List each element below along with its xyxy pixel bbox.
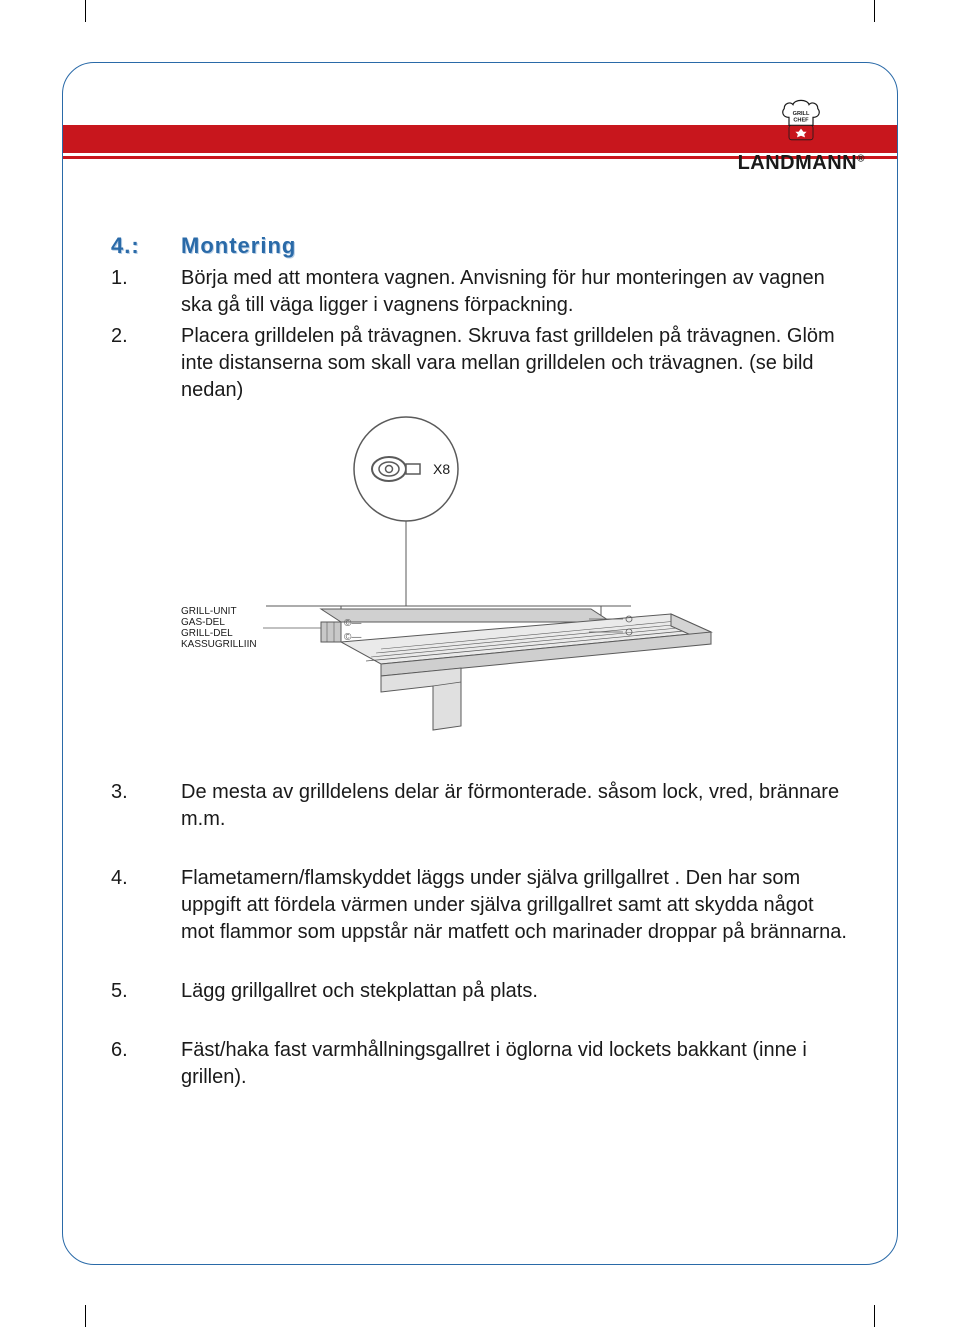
- item-text: Flametamern/flamskyddet läggs under själ…: [181, 865, 849, 946]
- crop-mark: [874, 0, 875, 22]
- content-body: 4.: Montering 1. Börja med att montera v…: [63, 233, 897, 1135]
- svg-text:GAS-DEL: GAS-DEL: [181, 617, 225, 628]
- item-text: De mesta av grilldelens delar är förmont…: [181, 779, 849, 833]
- page-frame: GRILL CHEF LANDMANN® 4.: Montering 1. Bö…: [62, 62, 898, 1265]
- item-text: Börja med att montera vagnen. Anvisning …: [181, 265, 849, 319]
- list-item: 1. Börja med att montera vagnen. Anvisni…: [111, 265, 849, 319]
- svg-text:GRILL-DEL: GRILL-DEL: [181, 628, 233, 639]
- section-heading: 4.: Montering: [111, 233, 849, 259]
- svg-text:©—: ©—: [344, 618, 361, 629]
- list-item: 6. Fäst/haka fast varmhållningsgallret i…: [111, 1037, 849, 1091]
- list-item: 5. Lägg grillgallret och stekplattan på …: [111, 978, 849, 1005]
- crop-mark: [85, 0, 86, 22]
- section-title: Montering: [181, 233, 296, 259]
- item-number: 6.: [111, 1037, 181, 1091]
- item-text: Fäst/haka fast varmhållningsgallret i ög…: [181, 1037, 849, 1091]
- svg-text:X8: X8: [433, 461, 450, 477]
- assembly-diagram: X8 GRILL-UNIT GAS-DEL GRILL-DEL KASSUGRI…: [171, 414, 731, 739]
- svg-text:CHEF: CHEF: [794, 117, 810, 123]
- crop-mark: [85, 1305, 86, 1327]
- svg-text:GRILL: GRILL: [793, 111, 810, 117]
- header: GRILL CHEF LANDMANN®: [63, 63, 897, 233]
- list-item: 2. Placera grilldelen på trävagnen. Skru…: [111, 323, 849, 404]
- item-text: Lägg grillgallret och stekplattan på pla…: [181, 978, 849, 1005]
- item-number: 5.: [111, 978, 181, 1005]
- brand-name: LANDMANN®: [738, 152, 865, 175]
- list-item: 4. Flametamern/flamskyddet läggs under s…: [111, 865, 849, 946]
- list-item: 3. De mesta av grilldelens delar är förm…: [111, 779, 849, 833]
- item-number: 3.: [111, 779, 181, 833]
- brand-logo: GRILL CHEF LANDMANN®: [738, 95, 865, 175]
- item-text: Placera grilldelen på trävagnen. Skruva …: [181, 323, 849, 404]
- section-number: 4.:: [111, 233, 181, 259]
- item-number: 1.: [111, 265, 181, 319]
- item-number: 2.: [111, 323, 181, 404]
- chef-hat-icon: GRILL CHEF: [777, 95, 825, 143]
- crop-mark: [874, 1305, 875, 1327]
- item-number: 4.: [111, 865, 181, 946]
- svg-text:GRILL-UNIT: GRILL-UNIT: [181, 606, 237, 617]
- svg-text:KASSUGRILLIIN: KASSUGRILLIIN: [181, 639, 257, 650]
